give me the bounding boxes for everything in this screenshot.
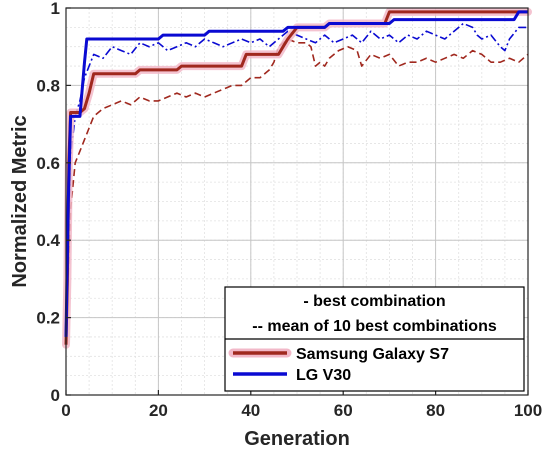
- y-tick-label: 0.6: [36, 154, 60, 173]
- y-tick-label: 1: [51, 0, 60, 18]
- x-tick-label: 0: [61, 401, 70, 420]
- legend-entry-samsung: Samsung Galaxy S7: [296, 346, 449, 363]
- y-tick-label: 0.4: [36, 231, 60, 250]
- y-tick-label: 0: [51, 386, 60, 405]
- x-tick-label: 40: [241, 401, 260, 420]
- series-layer: [62, 7, 532, 349]
- x-axis-label: Generation: [244, 428, 350, 450]
- legend-note-best: - best combination: [303, 293, 445, 310]
- x-tick-label: 20: [149, 401, 168, 420]
- y-axis-label: Normalized Metric: [9, 115, 31, 287]
- x-tick-label: 100: [514, 401, 542, 420]
- y-tick-label: 0.2: [36, 309, 60, 328]
- legend: - best combination -- mean of 10 best co…: [224, 286, 525, 392]
- series-line-lg-best: [64, 10, 528, 337]
- plot-frame: [65, 7, 529, 396]
- legend-note-mean: -- mean of 10 best combinations: [252, 318, 497, 335]
- legend-entry-lg: LG V30: [296, 367, 351, 384]
- x-tick-label: 60: [334, 401, 353, 420]
- y-tick-label: 0.8: [36, 76, 60, 95]
- x-tick-label: 80: [426, 401, 445, 420]
- ticks-layer: 0 20 40 60 80 100 0 0.2 0.4 0.6 0.8 1: [36, 0, 542, 420]
- series-line-samsung-mean: [65, 38, 529, 341]
